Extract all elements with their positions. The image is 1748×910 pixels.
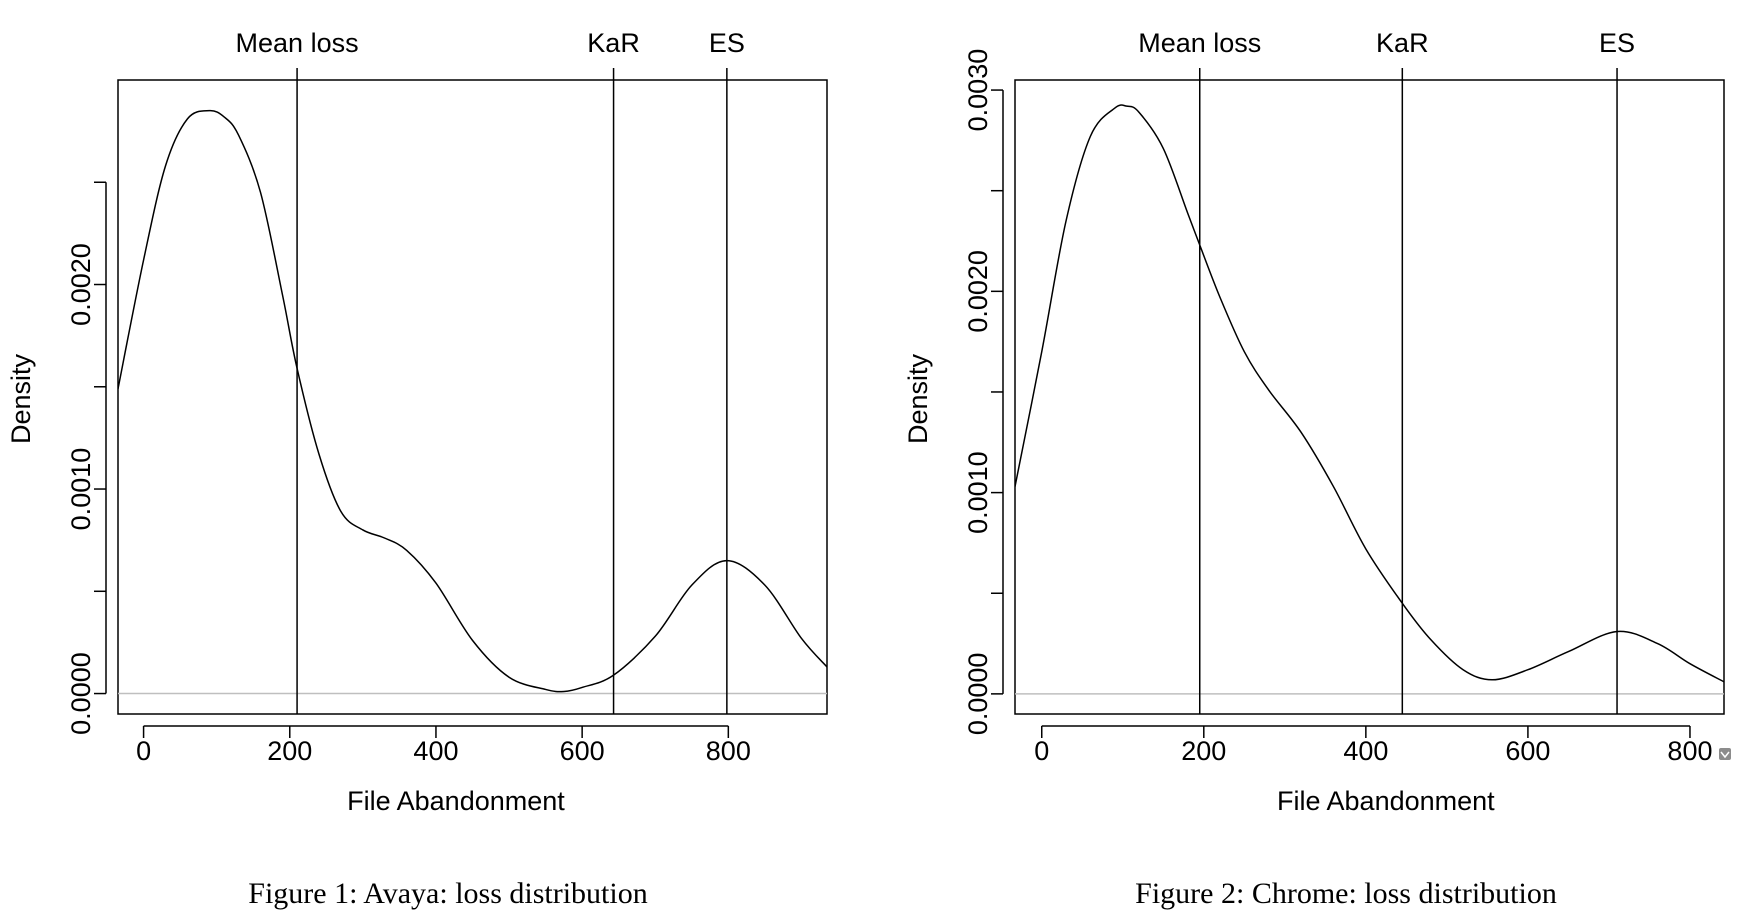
marker-label: ES [1599, 28, 1635, 58]
marker-label: Mean loss [236, 28, 359, 58]
figure-caption: Figure 2: Chrome: loss distribution [1135, 877, 1557, 910]
x-axis: 0 200 400 600 800 [136, 725, 751, 766]
marker-lines: Mean loss KaR ES [236, 28, 745, 714]
x-tick-label: 800 [706, 736, 751, 766]
y-tick-label: 0.0020 [963, 250, 993, 333]
chart-avaya: Mean loss KaR ES 0 200 400 600 800 0.0000 0.001… [6, 28, 828, 910]
x-axis-label: File Abandonment [347, 786, 565, 816]
x-tick-label: 600 [560, 736, 605, 766]
density-curve [1015, 104, 1724, 683]
y-axis-label: Density [6, 353, 36, 444]
y-tick-label: 0.0010 [963, 451, 993, 534]
x-tick-label: 400 [413, 736, 458, 766]
x-axis-label: File Abandonment [1277, 786, 1495, 816]
y-tick-label: 0.0030 [963, 49, 993, 132]
chart-chrome: Mean loss KaR ES 0 200 400 600 800 0.0000 0.001… [903, 28, 1725, 910]
y-axis-label: Density [903, 353, 933, 444]
x-tick-label: 400 [1343, 736, 1388, 766]
marker-label: Mean loss [1138, 28, 1261, 58]
x-tick-label: 800 [1667, 736, 1712, 766]
x-tick-label: 200 [1181, 736, 1226, 766]
plot-frame [117, 79, 828, 715]
y-tick-label: 0.0020 [66, 243, 96, 326]
y-axis: 0.0000 0.0010 0.0020 [66, 181, 107, 735]
x-tick-label: 0 [1034, 736, 1049, 766]
y-tick-label: 0.0000 [963, 653, 993, 736]
marker-lines: Mean loss KaR ES [1138, 28, 1635, 714]
x-tick-label: 600 [1505, 736, 1550, 766]
density-curve [118, 109, 827, 693]
x-tick-label: 0 [136, 736, 151, 766]
x-axis: 0 200 400 600 800 [1034, 725, 1712, 766]
marker-label: KaR [1376, 28, 1429, 58]
corner-resize-icon [1719, 748, 1731, 760]
marker-label: KaR [587, 28, 640, 58]
y-tick-label: 0.0010 [66, 448, 96, 531]
plot-frame [1014, 79, 1725, 715]
y-axis: 0.0000 0.0010 0.0020 0.0030 [963, 49, 1004, 736]
figure-caption: Figure 1: Avaya: loss distribution [248, 877, 647, 910]
y-tick-label: 0.0000 [66, 652, 96, 735]
x-tick-label: 200 [267, 736, 312, 766]
marker-label: ES [709, 28, 745, 58]
